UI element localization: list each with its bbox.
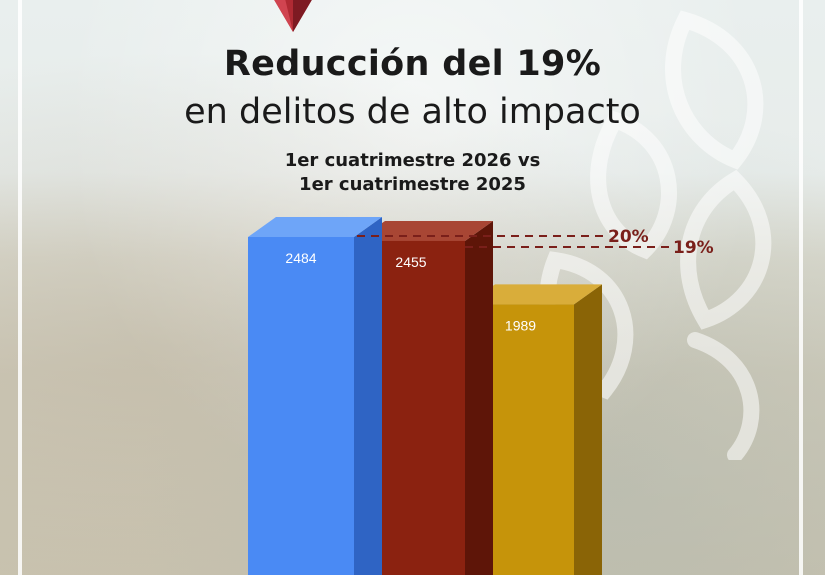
bar-top-1 [248, 217, 382, 237]
bar-top-3 [467, 284, 602, 305]
annotation-19-percent: 19% [673, 238, 714, 258]
annotation-20-percent: 20% [608, 227, 649, 247]
page-title-line1: Reducción del 19% [223, 44, 602, 84]
bar-side-3 [574, 284, 602, 575]
bar-side-2 [465, 220, 493, 575]
frame-right-border [799, 0, 803, 575]
subtitle-line1: 1er cuatrimestre 2026 vs [284, 150, 541, 171]
subtitle-line2: 1er cuatrimestre 2025 [299, 174, 526, 195]
bar-side-1 [354, 217, 382, 575]
page-title-line2: en delitos de alto impacto [184, 92, 641, 132]
bar-value-label-1: 2484 [285, 250, 316, 266]
logo-gem-icon [274, 0, 312, 32]
bar-front-1 [248, 237, 354, 575]
bar-value-label-2: 2455 [395, 254, 426, 270]
bar-1: 2484 [248, 217, 382, 575]
bar-value-label-3: 1989 [505, 317, 536, 333]
frame-left-border [18, 0, 22, 575]
